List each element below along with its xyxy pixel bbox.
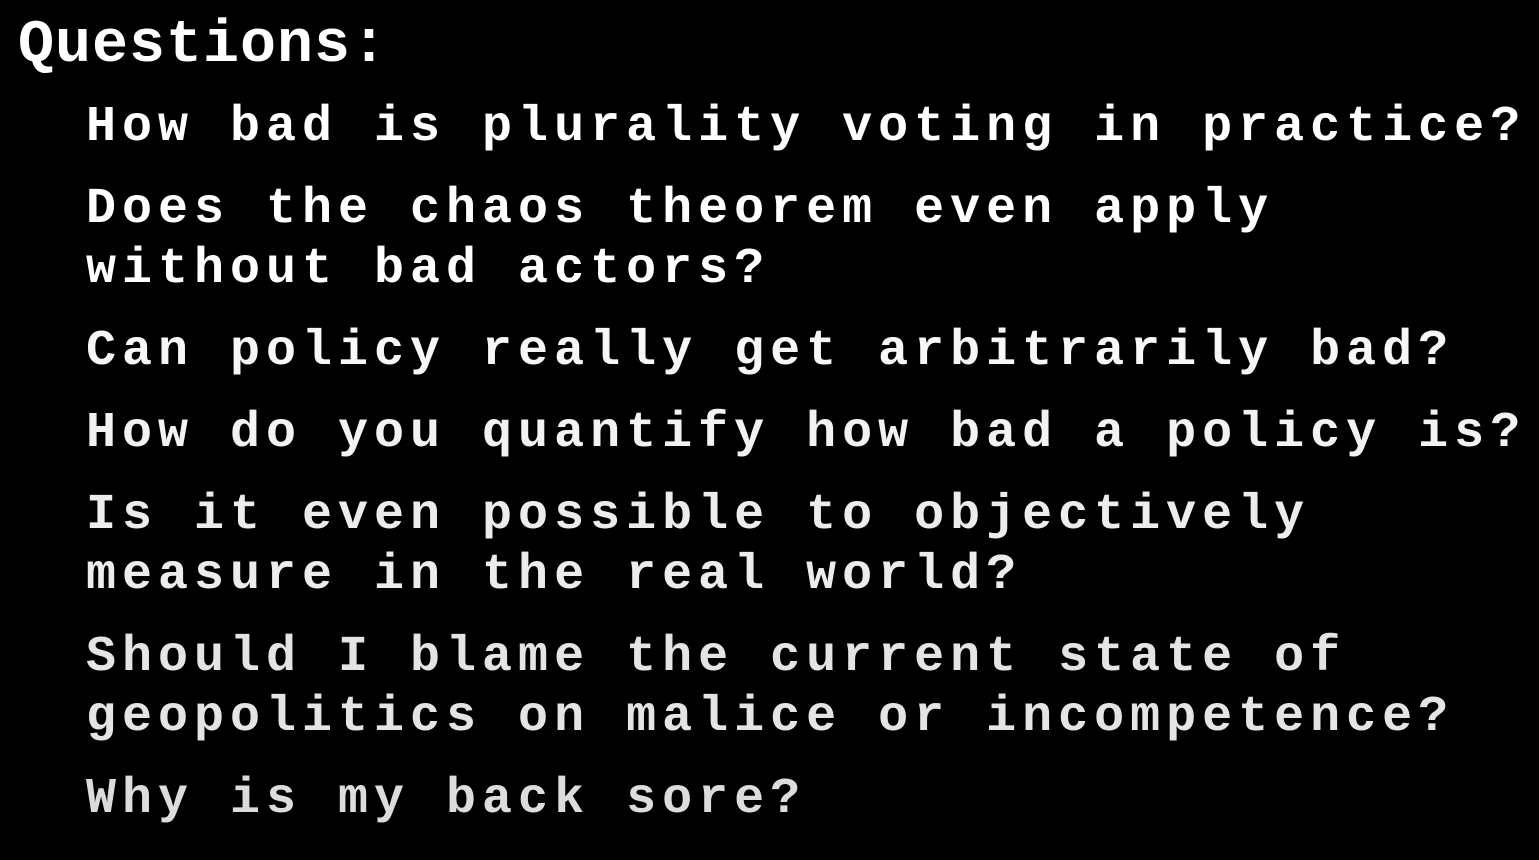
question-item: How do you quantify how bad a policy is?: [86, 404, 1531, 464]
question-line: Does the chaos theorem even apply: [86, 181, 1275, 238]
question-item: Why is my back sore?: [86, 770, 1531, 830]
question-line: Why is my back sore?: [86, 771, 807, 828]
question-line: Should I blame the current state of: [86, 629, 1347, 686]
question-item: Should I blame the current state of geop…: [86, 628, 1531, 748]
question-item: How bad is plurality voting in practice?: [86, 98, 1531, 158]
question-item: Is it even possible to objectively measu…: [86, 486, 1531, 606]
slide-title: Questions:: [18, 12, 389, 80]
question-line: Can policy really get arbitrarily bad?: [86, 323, 1455, 380]
question-line: How bad is plurality voting in practice?: [86, 99, 1527, 156]
question-item: Can policy really get arbitrarily bad?: [86, 322, 1531, 382]
question-line: geopolitics on malice or incompetence?: [86, 689, 1455, 746]
question-line: measure in the real world?: [86, 547, 1023, 604]
question-line: without bad actors?: [86, 241, 771, 298]
question-line: Is it even possible to objectively: [86, 487, 1311, 544]
question-line: How do you quantify how bad a policy is?: [86, 405, 1527, 462]
question-item: Does the chaos theorem even apply withou…: [86, 180, 1531, 300]
question-list: How bad is plurality voting in practice?…: [86, 98, 1531, 852]
